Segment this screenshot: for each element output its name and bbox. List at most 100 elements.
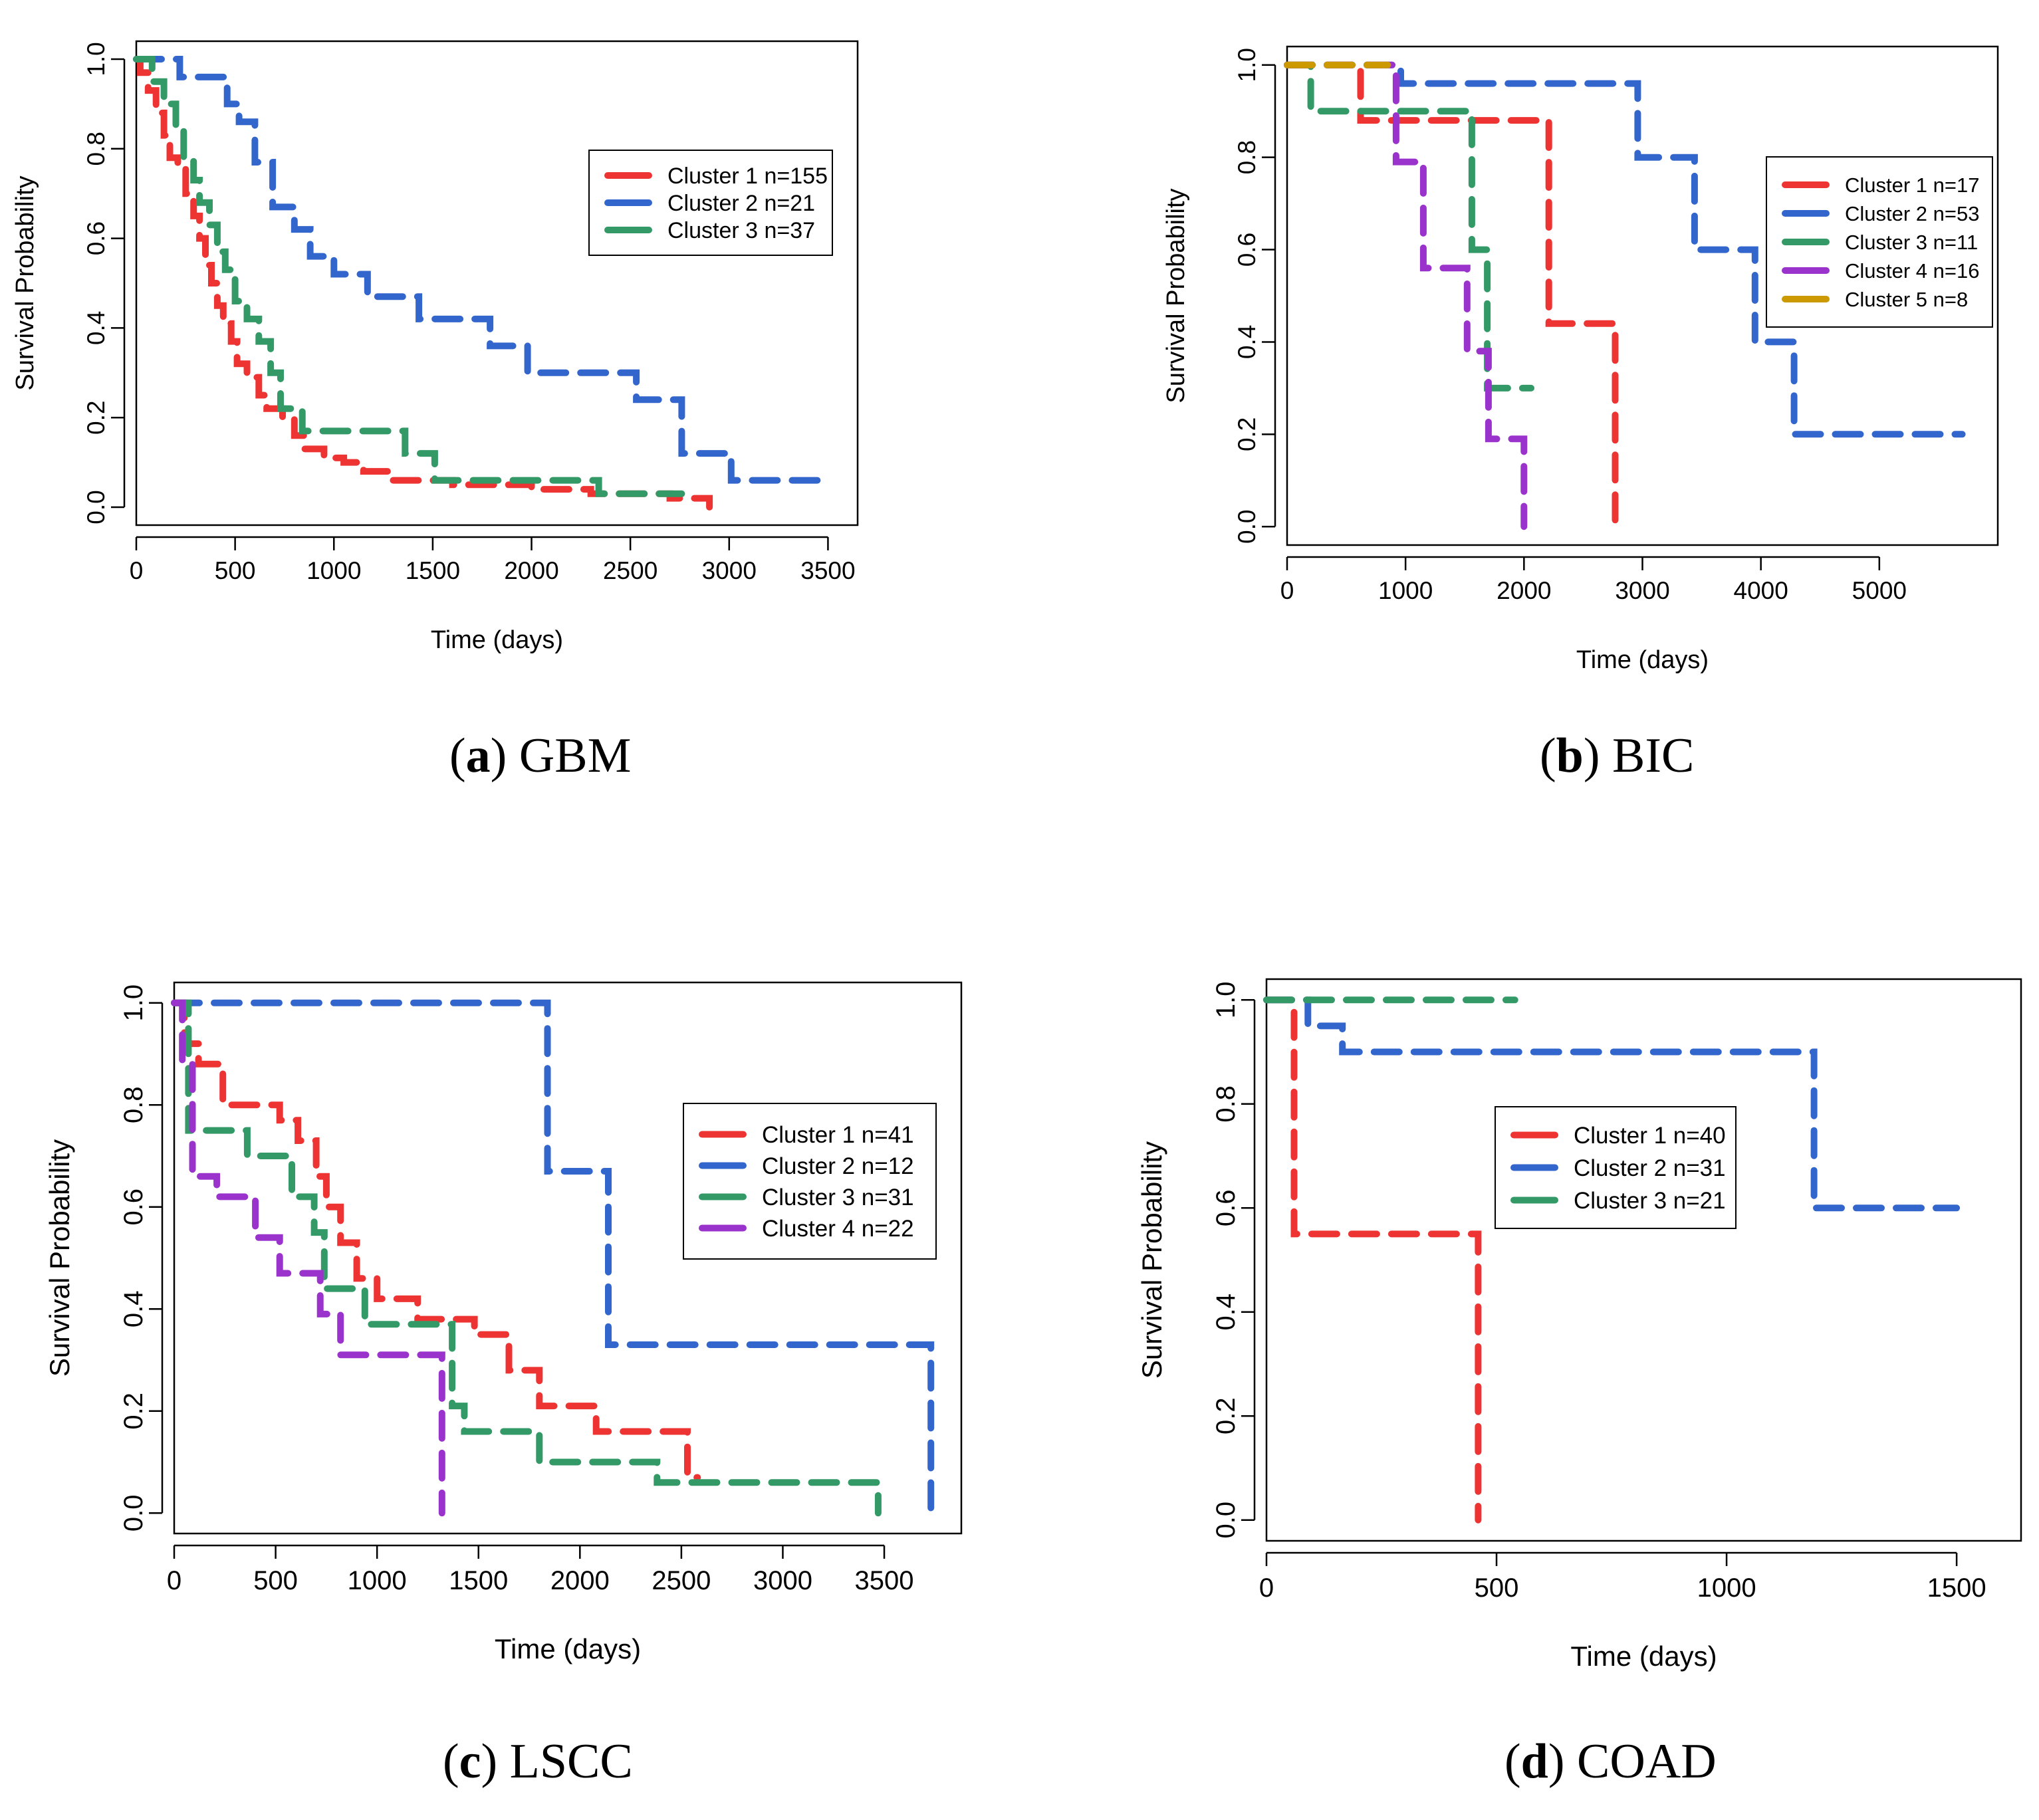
y-axis-label: Survival Probability [1162,188,1190,403]
y-tick-label: 0.2 [119,1393,148,1430]
y-tick-label: 0.6 [82,221,110,255]
y-tick-label: 0.8 [1211,1085,1241,1123]
y-axis-label: Survival Probability [44,1139,75,1377]
legend-label: Cluster 1 n=40 [1574,1123,1726,1149]
x-tick-label: 3500 [800,557,855,584]
survival-curve-green [1284,61,1534,392]
y-tick-label: 0.8 [119,1086,148,1123]
y-tick-label: 1.0 [82,42,110,76]
y-tick-label: 0.2 [82,401,110,435]
survival-curve-red [1263,996,1482,1524]
y-tick-label: 0.0 [1233,510,1260,544]
y-tick-label: 1.0 [1233,48,1260,82]
legend-label: Cluster 3 n=21 [1574,1188,1726,1214]
y-tick-label: 0.4 [1233,325,1260,359]
survival-curve-blue [133,56,832,484]
x-tick-label: 3500 [855,1566,914,1595]
panel-c-lscc: 0 500 1000 1500 2000 2500 3000 3500 Time (days) 0… [44,981,963,1664]
caption-letter-b: b [1556,729,1584,783]
y-tick-label: 0.4 [119,1290,148,1327]
legend-label: Cluster 1 n=155 [667,164,828,189]
x-tick-label: 1000 [348,1566,407,1595]
y-axis-label: Survival Probability [1136,1141,1167,1379]
caption-d: (d) COAD [1504,1734,1717,1789]
x-tick-label: 500 [253,1566,298,1595]
panel-d-coad: 0 500 1000 1500 Time (days) 0.0 0.2 0.4 0.6 0.8 1.… [1136,978,2022,1672]
x-tick-label: 500 [1475,1573,1519,1603]
plot-frame [1265,978,2022,1542]
survival-curve-blue [1284,61,1966,438]
legend-label: Cluster 3 n=31 [762,1185,914,1210]
caption-b: (b) BIC [1540,729,1695,783]
caption-letter-a: a [465,729,491,783]
x-tick-label: 0 [167,1566,181,1595]
panel-b-bic: 0 1000 2000 3000 4000 5000 Time (days) 0.0 0.2 0.… [1162,45,1999,674]
x-tick-label: 3000 [1615,577,1669,604]
caption-name-c: LSCC [509,1734,633,1789]
x-tick-label: 2000 [1497,577,1551,604]
survival-curve-red [1284,61,1619,530]
panel-a-gbm: 0 500 1000 1500 2000 2500 3000 3500 Time (days) 0… [11,40,859,654]
x-tick-label: 2000 [504,557,558,584]
x-tick-label: 2500 [652,1566,711,1595]
legend-label: Cluster 1 n=41 [762,1122,914,1148]
x-tick-label: 3000 [753,1566,812,1595]
x-axis-label: Time (days) [1576,646,1709,674]
survival-curve-red [133,56,713,511]
x-tick-label: 2000 [550,1566,610,1595]
y-tick-label: 0.6 [119,1189,148,1226]
y-axis-label: Survival Probability [11,175,39,390]
survival-curve-purple [1284,61,1528,530]
caption-letter-d: d [1520,1734,1548,1789]
legend-label: Cluster 2 n=53 [1845,202,1979,225]
plot-frame [173,981,963,1535]
y-tick-label: 0.8 [1233,140,1260,174]
y-tick-label: 0.2 [1233,417,1260,451]
plot-frame [1286,45,1999,546]
y-tick-label: 0.6 [1233,233,1260,267]
y-tick-label: 0.6 [1211,1189,1241,1226]
x-tick-label: 0 [1259,1573,1274,1603]
legend-label: Cluster 1 n=17 [1845,173,1979,197]
x-tick-label: 0 [130,557,144,584]
y-tick-label: 0.0 [82,490,110,524]
legend-label: Cluster 4 n=16 [1845,259,1979,283]
x-tick-label: 5000 [1852,577,1907,604]
survival-curve-blue [1263,996,1961,1212]
legend-label: Cluster 4 n=22 [762,1216,914,1242]
caption-name-d: COAD [1576,1734,1717,1789]
y-tick-label: 1.0 [119,984,148,1022]
caption-a: (a) GBM [449,729,632,783]
survival-curve-green [171,999,882,1517]
survival-curve-red [171,999,701,1481]
survival-curve-green [133,56,685,497]
legend-label: Cluster 3 n=11 [1845,231,1978,254]
y-tick-label: 0.4 [82,311,110,345]
caption-letter-c: c [459,1734,481,1789]
y-tick-label: 0.4 [1211,1294,1241,1331]
legend-label: Cluster 2 n=31 [1574,1155,1726,1181]
x-axis-label: Time (days) [495,1633,641,1664]
legend-box [683,1103,937,1260]
survival-curve-blue [171,999,935,1517]
x-tick-label: 500 [215,557,256,584]
x-tick-label: 1500 [1927,1573,1986,1603]
x-tick-label: 2500 [603,557,658,584]
caption-c: (c) LSCC [443,1734,633,1789]
x-tick-label: 1000 [1697,1573,1756,1603]
y-tick-label: 0.0 [1211,1502,1241,1539]
y-tick-label: 1.0 [1211,981,1241,1018]
x-tick-label: 1000 [1378,577,1433,604]
x-axis-label: Time (days) [431,626,563,654]
x-tick-label: 1500 [406,557,460,584]
plot-frame [135,40,859,526]
caption-name-b: BIC [1612,729,1695,783]
x-axis-label: Time (days) [1570,1641,1717,1672]
x-tick-label: 1500 [449,1566,508,1595]
legend-label: Cluster 2 n=21 [667,191,815,216]
legend-label: Cluster 2 n=12 [762,1153,914,1179]
x-tick-label: 0 [1280,577,1294,604]
x-tick-label: 3000 [702,557,757,584]
caption-name-a: GBM [519,729,632,783]
